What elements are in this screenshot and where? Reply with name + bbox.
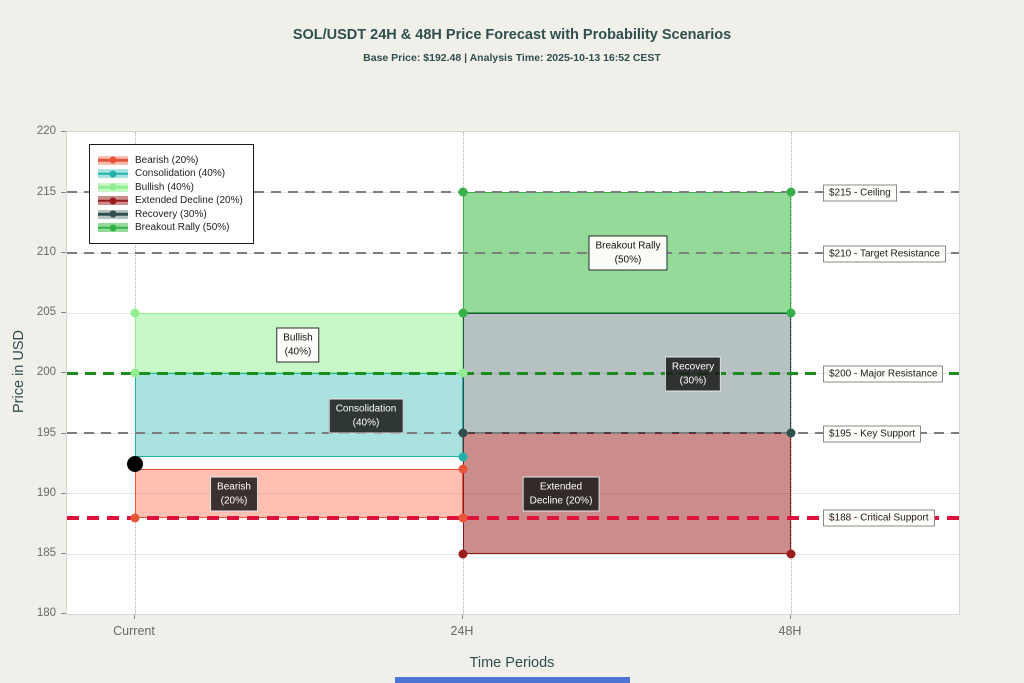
legend-label: Consolidation (40%) bbox=[135, 168, 226, 179]
y-tick-200: 200 bbox=[36, 366, 56, 378]
x-tick-48h: 48H bbox=[778, 624, 802, 638]
annotation-line: (50%) bbox=[614, 254, 642, 265]
legend-item-breakout-rally: Breakout Rally (50%) bbox=[98, 222, 243, 233]
annotation-line: (40%) bbox=[284, 346, 312, 357]
plot-area: Bullish (40%) Consolidation (40%) Bearis… bbox=[66, 131, 960, 615]
legend-label: Extended Decline (20%) bbox=[135, 195, 243, 206]
annotation-line: (20%) bbox=[220, 495, 248, 506]
y-tick-mark bbox=[61, 192, 66, 193]
y-tick-mark bbox=[61, 553, 66, 554]
base-price-dot bbox=[127, 456, 143, 472]
y-tick-mark bbox=[61, 613, 66, 614]
recovery-marker-dot bbox=[786, 428, 796, 438]
major-resistance-line bbox=[67, 372, 959, 375]
y-tick-mark bbox=[61, 493, 66, 494]
breakout-marker-dot bbox=[458, 308, 468, 318]
y-tick-mark bbox=[61, 131, 66, 132]
legend-label: Bullish (40%) bbox=[135, 181, 194, 193]
y-tick-mark bbox=[61, 312, 66, 313]
legend-label: Recovery (30%) bbox=[135, 208, 207, 220]
legend-item-bullish: Bullish (40%) bbox=[98, 182, 243, 193]
annotation-line: Recovery bbox=[671, 361, 715, 373]
bullish-swatch-icon bbox=[98, 182, 128, 192]
annotation-line: Bearish bbox=[217, 481, 251, 493]
y-tick-215: 215 bbox=[36, 186, 56, 198]
x-tick-mark bbox=[462, 614, 463, 619]
ceiling-line bbox=[67, 191, 959, 193]
recovery-swatch-icon bbox=[98, 209, 128, 219]
bullish-annotation: Bullish (40%) bbox=[276, 327, 320, 363]
breakout-marker-dot bbox=[458, 187, 468, 197]
legend-item-consolidation: Consolidation (40%) bbox=[98, 168, 243, 179]
major-resistance-label: $200 - Major Resistance bbox=[823, 365, 944, 383]
bottom-blue-bar bbox=[395, 677, 630, 683]
consolidation-marker-dot bbox=[458, 452, 468, 462]
y-tick-180: 180 bbox=[36, 607, 56, 619]
key-support-line bbox=[67, 432, 959, 434]
bullish-marker-dot bbox=[130, 308, 140, 318]
legend-label: Breakout Rally (50%) bbox=[135, 222, 230, 233]
x-axis-label: Time Periods bbox=[469, 655, 555, 671]
y-tick-220: 220 bbox=[36, 125, 56, 137]
chart-title: SOL/USDT 24H & 48H Price Forecast with P… bbox=[292, 27, 732, 43]
gridline-190 bbox=[67, 493, 959, 494]
y-tick-185: 185 bbox=[36, 547, 56, 559]
y-tick-195: 195 bbox=[36, 427, 56, 439]
annotation-line: Bullish bbox=[283, 332, 313, 344]
y-tick-210: 210 bbox=[36, 246, 56, 258]
consolidation-band bbox=[135, 373, 463, 457]
breakout-marker-dot bbox=[786, 187, 796, 197]
annotation-line: Decline (20%) bbox=[529, 495, 593, 506]
critical-support-line bbox=[67, 516, 959, 520]
breakout-rally-swatch-icon bbox=[98, 223, 128, 232]
legend-item-extended-decline: Extended Decline (20%) bbox=[98, 195, 243, 206]
chart-subtitle: Base Price: $192.48 | Analysis Time: 202… bbox=[363, 52, 661, 64]
legend-label: Bearish (20%) bbox=[135, 154, 199, 166]
recovery-marker-dot bbox=[458, 428, 468, 438]
bearish-annotation: Bearish (20%) bbox=[210, 476, 258, 512]
critical-support-label: $188 - Critical Support bbox=[823, 509, 935, 527]
bearish-marker-dot bbox=[458, 464, 468, 474]
y-tick-mark bbox=[61, 252, 66, 253]
x-tick-current: Current bbox=[113, 624, 155, 638]
x-tick-24h: 24H bbox=[450, 624, 474, 638]
annotation-line: Extended bbox=[539, 481, 583, 493]
legend-item-recovery: Recovery (30%) bbox=[98, 209, 243, 220]
x-tick-mark bbox=[134, 614, 135, 619]
y-axis-label: Price in USD bbox=[11, 330, 27, 414]
key-support-label: $195 - Key Support bbox=[823, 425, 922, 443]
annotation-line: (30%) bbox=[679, 375, 707, 386]
annotation-line: Consolidation bbox=[335, 403, 397, 415]
y-tick-mark bbox=[61, 433, 66, 434]
bearish-band bbox=[135, 469, 463, 518]
bearish-marker-dot bbox=[130, 513, 140, 523]
legend-item-bearish: Bearish (20%) bbox=[98, 155, 243, 166]
bullish-marker-dot bbox=[130, 368, 140, 378]
y-tick-mark bbox=[61, 372, 66, 373]
target-resistance-label: $210 - Target Resistance bbox=[823, 245, 946, 263]
extended-decline-marker-dot bbox=[458, 549, 468, 559]
extended-decline-swatch-icon bbox=[98, 196, 128, 205]
y-tick-205: 205 bbox=[36, 306, 56, 318]
x-tick-mark bbox=[790, 614, 791, 619]
recovery-annotation: Recovery (30%) bbox=[664, 356, 722, 392]
legend: Bearish (20%) Consolidation (40%) Bullis… bbox=[89, 144, 254, 244]
consolidation-annotation: Consolidation (40%) bbox=[328, 398, 404, 434]
extended-decline-band bbox=[463, 433, 791, 554]
extended-decline-annotation: Extended Decline (20%) bbox=[522, 476, 600, 512]
annotation-line: (40%) bbox=[352, 417, 380, 428]
ceiling-label: $215 - Ceiling bbox=[823, 184, 897, 202]
bullish-marker-dot bbox=[458, 368, 468, 378]
gridline-185 bbox=[67, 554, 959, 555]
breakout-marker-dot bbox=[786, 308, 796, 318]
target-resistance-line bbox=[67, 252, 959, 254]
bearish-marker-dot bbox=[458, 513, 468, 523]
breakout-annotation: Breakout Rally (50%) bbox=[588, 235, 668, 271]
y-tick-190: 190 bbox=[36, 487, 56, 499]
bearish-swatch-icon bbox=[98, 155, 128, 165]
extended-decline-marker-dot bbox=[786, 549, 796, 559]
annotation-line: Breakout Rally bbox=[595, 240, 661, 252]
consolidation-swatch-icon bbox=[98, 169, 128, 178]
